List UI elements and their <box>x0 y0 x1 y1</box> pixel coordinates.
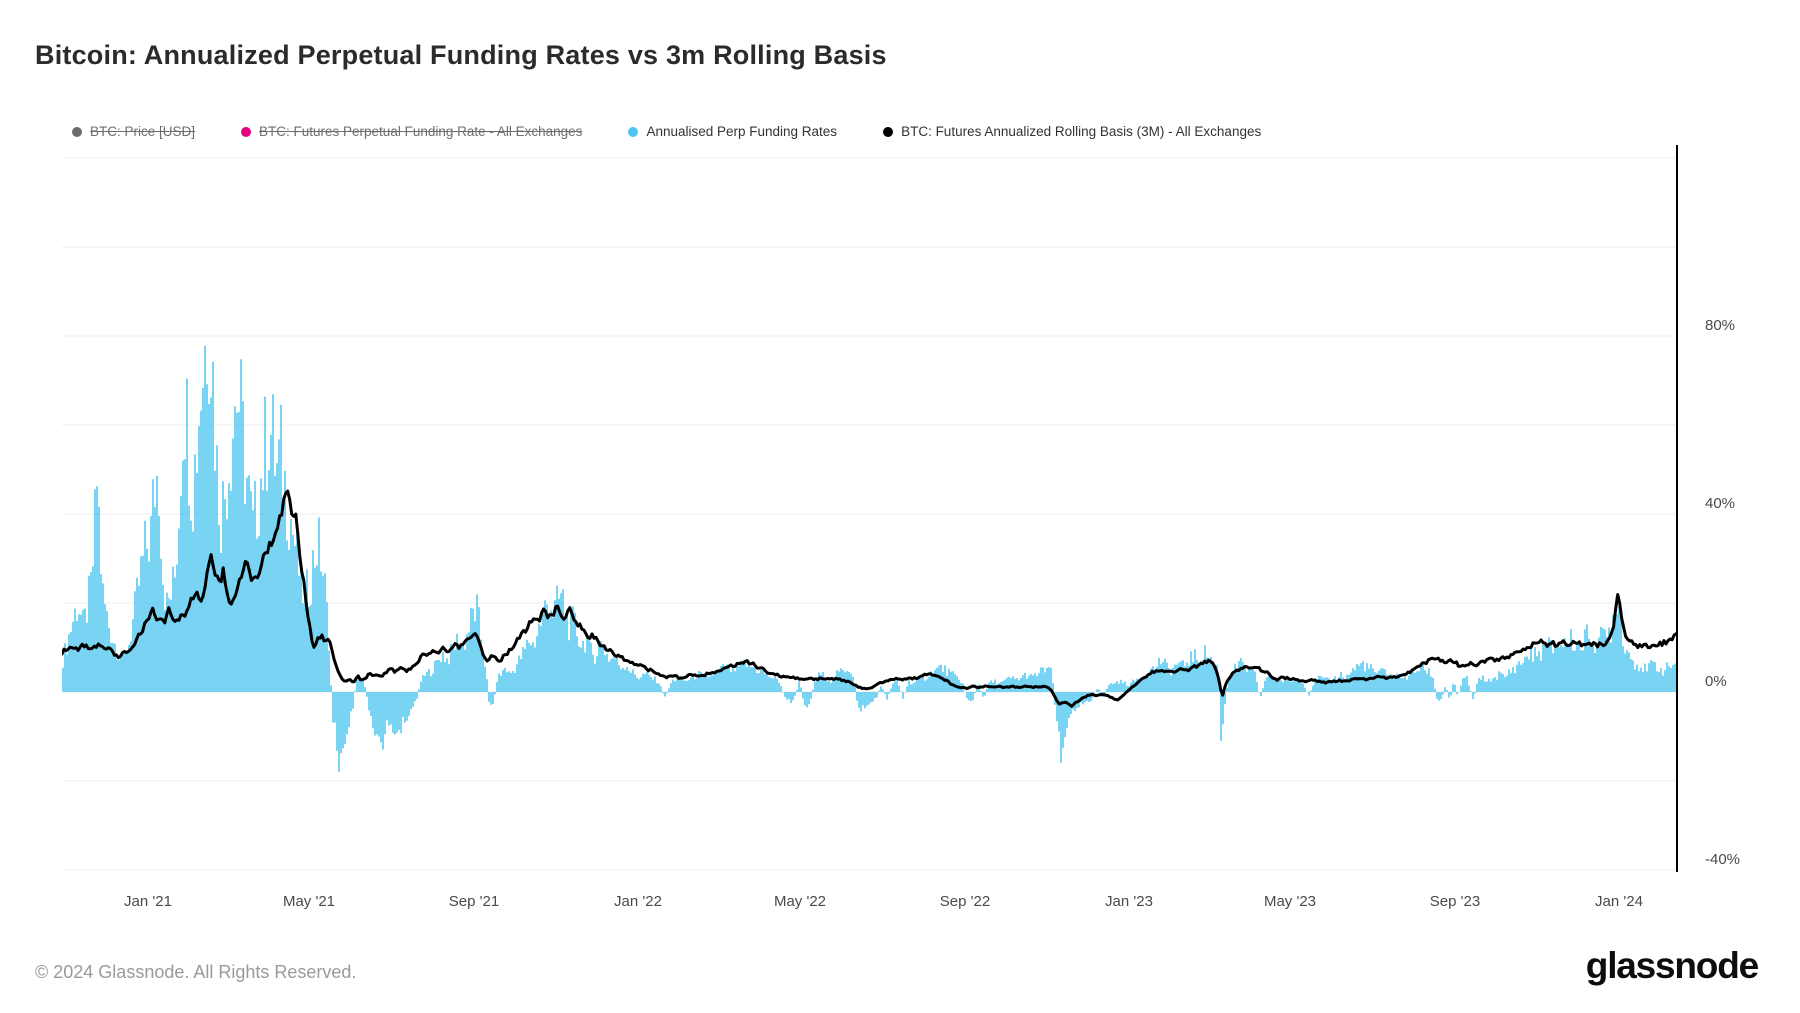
legend-dot-icon <box>628 126 639 137</box>
legend-item-1[interactable]: BTC: Futures Perpetual Funding Rate - Al… <box>241 124 582 139</box>
legend-item-label: BTC: Price [USD] <box>90 124 196 139</box>
legend-item-label: BTC: Futures Perpetual Funding Rate - Al… <box>259 124 583 139</box>
gridlines <box>62 157 1677 871</box>
legend-item-label: BTC: Futures Annualized Rolling Basis (3… <box>901 124 1262 139</box>
x-axis-label: Sep '21 <box>448 893 500 910</box>
legend-dot-icon <box>883 126 894 137</box>
y-axis-label: 0% <box>1705 673 1727 690</box>
x-axis-label: May '21 <box>282 893 336 910</box>
rolling-basis-line-series <box>62 489 1677 708</box>
y-axis-label: 80% <box>1705 317 1736 334</box>
legend-item-3[interactable]: BTC: Futures Annualized Rolling Basis (3… <box>883 124 1261 139</box>
legend-dot-icon <box>72 126 82 137</box>
x-axis-label: Jan '22 <box>614 893 662 910</box>
page-title: Bitcoin: Annualized Perpetual Funding Ra… <box>35 40 887 70</box>
brand-logo: glassnode <box>1585 945 1759 986</box>
legend: BTC: Price [USD] BTC: Futures Perpetual F… <box>72 124 1261 139</box>
legend-item-2[interactable]: Annualised Perp Funding Rates <box>628 124 837 139</box>
x-axis-label: Jan '23 <box>1105 893 1153 910</box>
x-axis-label: May '23 <box>1263 893 1317 910</box>
x-axis-label: Sep '23 <box>1429 893 1481 910</box>
x-axis-label: Sep '22 <box>939 893 991 910</box>
funding-bars-series <box>62 345 1676 772</box>
legend-item-label: Annualised Perp Funding Rates <box>646 124 838 139</box>
footer-text: © 2024 Glassnode. All Rights Reserved. <box>35 962 357 982</box>
legend-dot-icon <box>241 126 252 137</box>
x-axis-label: May '22 <box>773 893 827 910</box>
y-axis-label: 40% <box>1705 495 1736 512</box>
x-axis-label: Jan '24 <box>1595 893 1643 910</box>
x-axis-label: Jan '21 <box>124 893 172 910</box>
legend-item-0[interactable]: BTC: Price [USD] <box>72 124 195 139</box>
y-axis-label: -40% <box>1705 851 1741 868</box>
